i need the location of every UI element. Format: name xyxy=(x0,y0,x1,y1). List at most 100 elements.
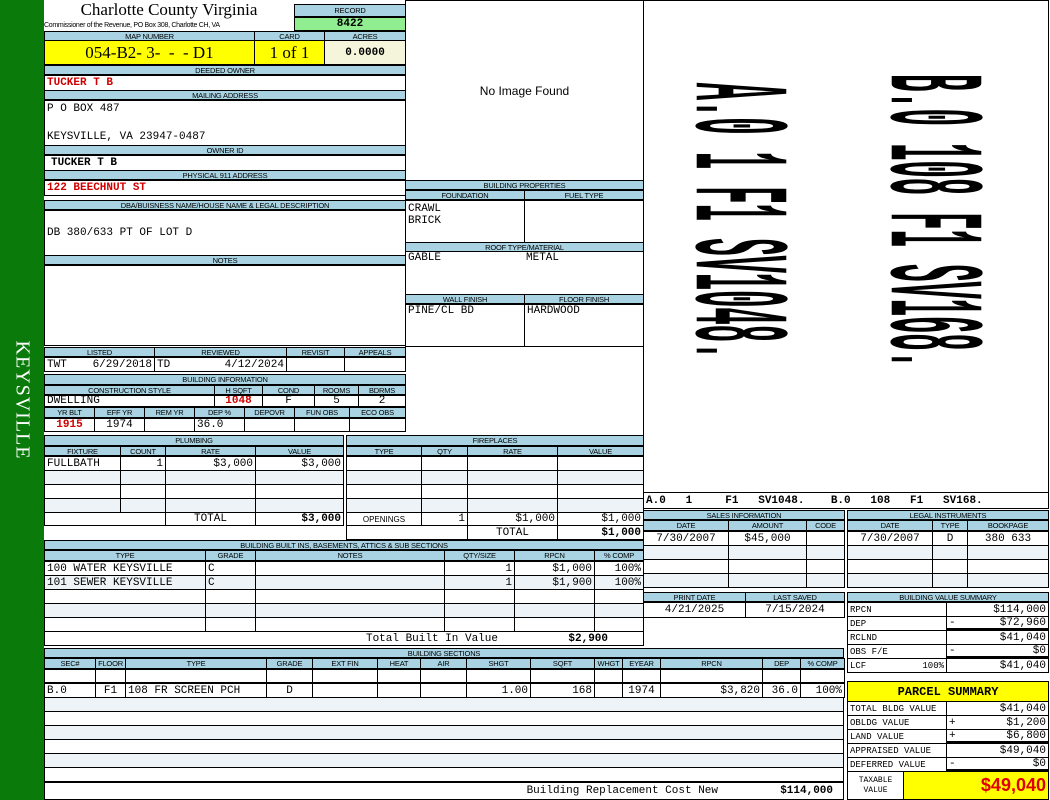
value-summary-label: RCLND xyxy=(847,630,947,645)
building-sketch[interactable]: A.0 1 F1 SV1048. B.0 108 F1 SV168. xyxy=(643,0,1049,493)
section-cell xyxy=(594,683,623,698)
section-header: FIREPLACES xyxy=(346,435,644,446)
plumbing-cell: 1 xyxy=(120,456,166,471)
section-cell: 108 FR SCREEN PCH xyxy=(125,683,267,698)
field-value xyxy=(466,669,531,683)
notes-field xyxy=(44,265,406,346)
field-value xyxy=(377,669,421,683)
section-cell xyxy=(312,683,378,698)
fireplace-cell xyxy=(346,484,422,499)
plumbing-cell xyxy=(255,498,344,513)
built-in-cell xyxy=(514,617,595,632)
sections-header: TYPE xyxy=(125,658,267,669)
map-number: 054-B2- 3- - - D1 xyxy=(44,40,255,65)
roof-material: METAL xyxy=(524,252,644,295)
built-ins-header: RPCN xyxy=(514,550,595,561)
parcel-summary-value: $49,040 xyxy=(946,743,1049,758)
parcel-amount: $0 xyxy=(1032,757,1046,770)
plumbing-total: $3,000 xyxy=(255,512,344,526)
sales-cell: $45,000 xyxy=(728,531,807,546)
parcel-amount: $49,040 xyxy=(999,744,1046,757)
section-cell: 1974 xyxy=(622,683,661,698)
plumbing-cell xyxy=(120,470,166,485)
parcel-amount: $1,200 xyxy=(1006,716,1046,729)
value-amount: $41,040 xyxy=(999,659,1046,672)
building-info2-header: FUN OBS xyxy=(294,407,350,418)
sections-header: AIR xyxy=(420,658,467,669)
legal-cell xyxy=(932,559,968,574)
value-label: DEP xyxy=(850,618,867,629)
mailing-address: P O BOX 487 KEYSVILLE, VA 23947-0487 xyxy=(44,100,406,146)
built-ins-header: NOTES xyxy=(255,550,445,561)
revisit xyxy=(286,357,345,372)
section-header: DEEDED OWNER xyxy=(44,65,406,75)
parcel-summary-value: + $1,200 xyxy=(946,715,1049,730)
roof-type: GABLE xyxy=(405,252,525,295)
parcel-sign: - xyxy=(949,757,956,770)
parcel-summary-header: PARCEL SUMMARY xyxy=(847,681,1049,702)
building-info2-value xyxy=(294,418,350,432)
openings-value: $1,000 xyxy=(557,512,644,526)
bp-header: FOUNDATION xyxy=(405,190,525,200)
section-cell: F1 xyxy=(95,683,126,698)
plumbing-header: VALUE xyxy=(255,446,344,456)
fireplace-cell xyxy=(467,498,558,513)
field-value xyxy=(800,669,845,683)
taxable-value: $49,040 xyxy=(903,771,1049,800)
section-empty-row xyxy=(44,697,844,712)
legal-cell xyxy=(847,573,933,588)
built-in-cell xyxy=(594,617,644,632)
bp2-header: WALL FINISH xyxy=(405,294,525,304)
building-info2-value xyxy=(144,418,195,432)
owner-id: TUCKER T B xyxy=(44,155,406,171)
built-in-cell xyxy=(514,603,595,618)
building-info2-header: REM YR xyxy=(144,407,195,418)
rcn-label: Building Replacement Cost New xyxy=(526,785,718,797)
built-in-cell: C xyxy=(205,575,256,590)
listing-header: REVIEWED xyxy=(154,347,287,357)
legal-cell xyxy=(932,573,968,588)
built-ins-header: QTY/SIZE xyxy=(444,550,515,561)
reviewed: TD 4/12/2024 xyxy=(154,357,287,372)
field-value xyxy=(125,669,267,683)
plumbing-header: FIXTURE xyxy=(44,446,121,456)
built-in-cell xyxy=(44,603,206,618)
building-info-value: 5 xyxy=(314,395,359,407)
legal-header: DATE xyxy=(847,520,933,531)
section-header: NOTES xyxy=(44,255,406,265)
sales-cell xyxy=(728,559,807,574)
sales-cell xyxy=(643,559,729,574)
legal-cell xyxy=(967,559,1049,574)
fuel-type xyxy=(524,200,644,243)
parcel-summary-label: APPRAISED VALUE xyxy=(847,743,947,758)
sections-header: SHGT xyxy=(466,658,531,669)
building-info-value: F xyxy=(262,395,315,407)
sales-cell xyxy=(643,545,729,560)
building-info-header: H SQFT xyxy=(214,385,263,395)
parcel-summary-value: - $0 xyxy=(946,757,1049,772)
plumbing-cell xyxy=(165,470,256,485)
sales-cell xyxy=(806,573,845,588)
parcel-summary-value: $41,040 xyxy=(946,701,1049,716)
plumbing-total-label: TOTAL xyxy=(165,512,256,526)
building-info-value: 1048 xyxy=(214,395,263,407)
sections-header: DEP xyxy=(762,658,801,669)
openings-rate: $1,000 xyxy=(467,512,558,526)
date-value: 4/21/2025 xyxy=(643,602,746,618)
sales-header: DATE xyxy=(643,520,729,531)
built-in-cell xyxy=(205,617,256,632)
built-ins-header: GRADE xyxy=(205,550,256,561)
built-in-cell: 101 SEWER KEYSVILLE xyxy=(44,575,206,590)
sections-header: RPCN xyxy=(660,658,763,669)
listing-header: LISTED xyxy=(44,347,155,357)
section-cell: 1.00 xyxy=(466,683,531,698)
openings-qty: 1 xyxy=(421,512,468,526)
physical-address: 122 BEECHNUT ST xyxy=(44,180,406,196)
sales-cell xyxy=(728,545,807,560)
plumbing-cell xyxy=(255,484,344,499)
built-in-cell xyxy=(255,617,445,632)
value-amount: $72,960 xyxy=(999,616,1046,629)
foundation-2: BRICK xyxy=(408,215,442,227)
field-value xyxy=(594,669,623,683)
built-in-total-row xyxy=(44,631,644,646)
